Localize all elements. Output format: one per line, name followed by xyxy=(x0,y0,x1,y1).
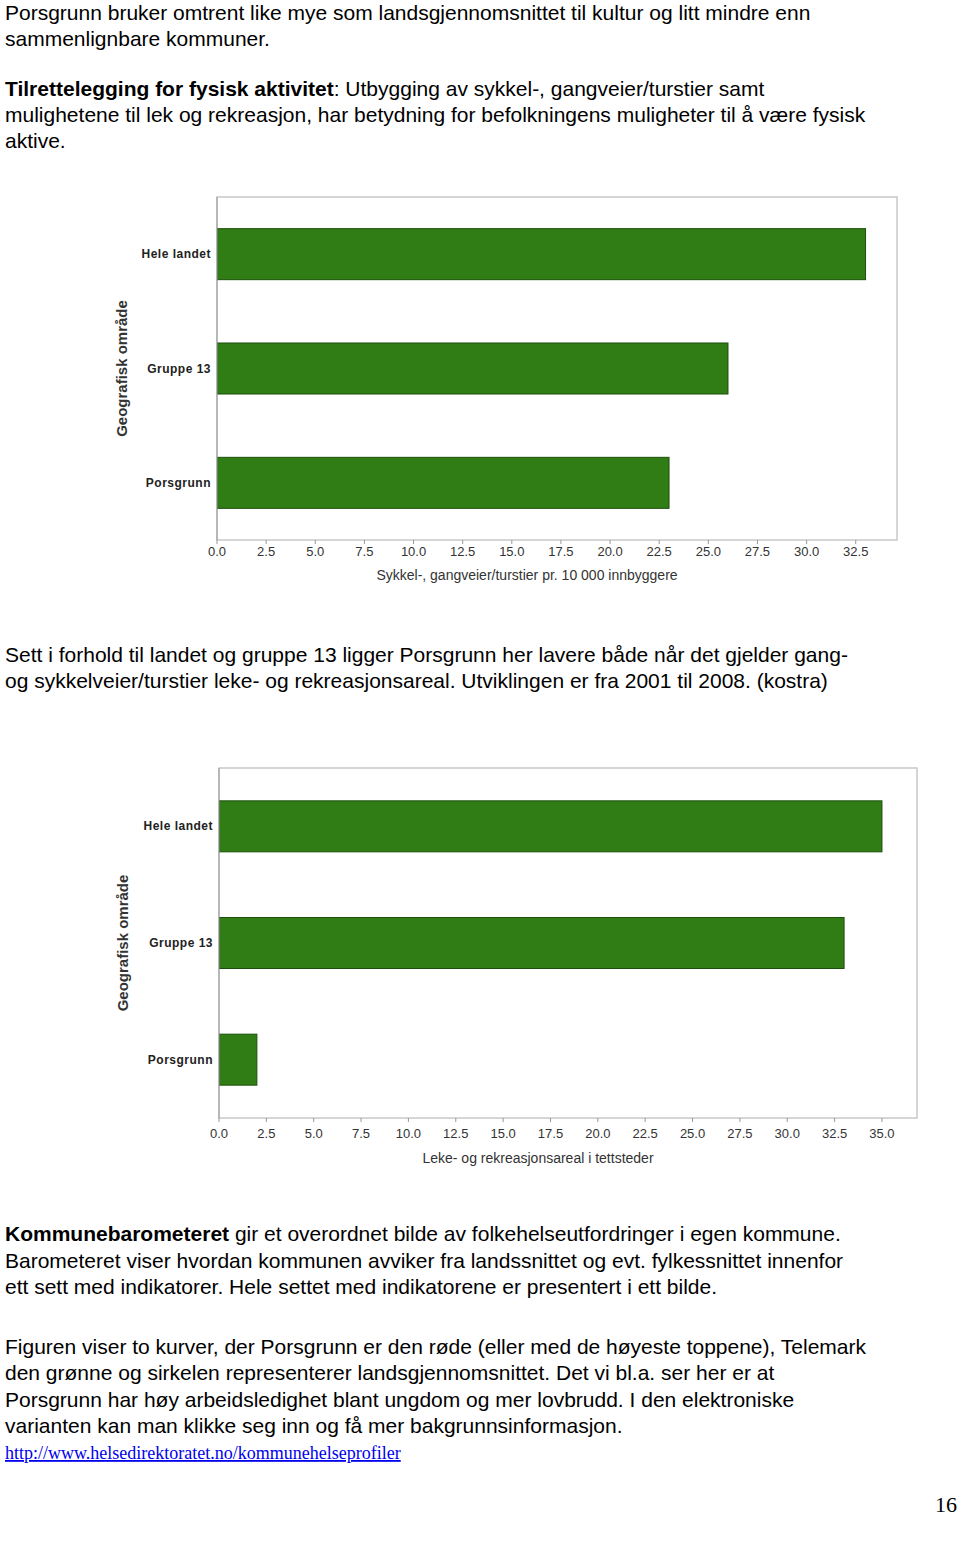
link[interactable]: http://www.helsedirektoratet.no/kommuneh… xyxy=(5,1443,401,1463)
plot-frame xyxy=(219,768,917,1118)
tick-label: 22.5 xyxy=(647,544,672,559)
tick-label: 10.0 xyxy=(396,1126,421,1141)
tick-label: 7.5 xyxy=(352,1126,370,1141)
tick-mark xyxy=(408,1118,409,1122)
tick-mark xyxy=(219,1118,220,1122)
category-label: Hele landet xyxy=(143,819,213,833)
paragraph-line: ett sett med indikatorer. Hele settet me… xyxy=(5,1275,717,1298)
bars xyxy=(217,229,866,509)
tick-label: 17.5 xyxy=(538,1126,563,1141)
page: Porsgrunn bruker omtrent like mye som la… xyxy=(0,0,960,1542)
tick-label: 27.5 xyxy=(727,1126,752,1141)
category-label: Hele landet xyxy=(141,247,211,261)
line-rest: gir et overordnet bilde av folkehelseutf… xyxy=(229,1222,841,1245)
category-label: Gruppe 13 xyxy=(147,362,211,376)
bold-lead: Kommunebarometeret xyxy=(5,1222,229,1245)
tick-label: 30.0 xyxy=(794,544,819,559)
tick-mark xyxy=(787,1118,788,1122)
tick-label: 12.5 xyxy=(443,1126,468,1141)
tick-mark xyxy=(739,1118,740,1122)
tick-mark xyxy=(503,1118,504,1122)
tick-label: 30.0 xyxy=(775,1126,800,1141)
plot-frame xyxy=(217,197,897,540)
tick-label: 15.0 xyxy=(499,544,524,559)
tick-mark xyxy=(361,1118,362,1122)
tick-label: 12.5 xyxy=(450,544,475,559)
tick-label: 27.5 xyxy=(745,544,770,559)
tick-mark xyxy=(881,1118,882,1122)
paragraph-line: varianten kan man klikke seg inn og få m… xyxy=(5,1414,623,1437)
paragraph-line: Tilrettelegging for fysisk aktivitet: Ut… xyxy=(5,77,765,100)
tick-mark xyxy=(645,1118,646,1122)
bar xyxy=(219,918,844,969)
tick-mark xyxy=(455,1118,456,1122)
tick-label: 5.0 xyxy=(306,544,324,559)
x-axis-title: Sykkel-, gangveier/turstier pr. 10 000 i… xyxy=(376,567,677,583)
axis-line xyxy=(217,197,218,540)
chart: 0.0 2.5 5.0 7.5 10.0 12.5 15.0 17.5 20.0 22.5 25.0… xyxy=(113,197,897,583)
axis-line xyxy=(219,768,220,1118)
tick-label: 7.5 xyxy=(355,544,373,559)
tick-mark xyxy=(550,1118,551,1122)
paragraph-line: og sykkelveier/turstier leke- og rekreas… xyxy=(5,669,828,692)
paragraph-line: aktive. xyxy=(5,129,66,152)
bar xyxy=(219,801,882,852)
tick-label: 25.0 xyxy=(680,1126,705,1141)
paragraph-line: Porsgrunn bruker omtrent like mye som la… xyxy=(5,1,810,24)
tick-label: 32.5 xyxy=(822,1126,847,1141)
bars xyxy=(219,801,882,1085)
tick-label: 22.5 xyxy=(633,1126,658,1141)
tick-label: 17.5 xyxy=(548,544,573,559)
tick-label: 0.0 xyxy=(210,1126,228,1141)
tick-label: 2.5 xyxy=(257,1126,275,1141)
tick-label: 25.0 xyxy=(696,544,721,559)
bar xyxy=(217,343,728,394)
paragraph-line: sammenlignbare kommuner. xyxy=(5,27,270,50)
tick-mark xyxy=(266,1118,267,1122)
page-number: 16 xyxy=(935,1492,957,1517)
category-label: Gruppe 13 xyxy=(149,936,213,950)
bar xyxy=(217,229,866,280)
bold-lead: Tilrettelegging for fysisk aktivitet xyxy=(5,77,334,100)
tick-label: 15.0 xyxy=(490,1126,515,1141)
tick-label: 5.0 xyxy=(305,1126,323,1141)
paragraph-line: den grønne og sirkelen representerer lan… xyxy=(5,1361,774,1384)
tick-mark xyxy=(597,1118,598,1122)
tick-label: 32.5 xyxy=(843,544,868,559)
paragraph-line: Sett i forhold til landet og gruppe 13 l… xyxy=(5,643,848,666)
tick-mark xyxy=(692,1118,693,1122)
paragraph-line: Barometeret viser hvordan kommunen avvik… xyxy=(5,1249,843,1272)
chart: 0.0 2.5 5.0 7.5 10.0 12.5 15.0 17.5 20.0 22.5 25.0… xyxy=(114,768,917,1166)
tick-label: 10.0 xyxy=(401,544,426,559)
y-axis-title: Geografisk område xyxy=(113,300,130,437)
tick-label: 20.0 xyxy=(585,1126,610,1141)
tick-label: 35.0 xyxy=(869,1126,894,1141)
paragraph-line: Figuren viser to kurver, der Porsgrunn e… xyxy=(5,1335,867,1358)
line-rest: : Utbygging av sykkel-, gangveier/tursti… xyxy=(334,77,765,100)
paragraph-line: Kommunebarometeret gir et overordnet bil… xyxy=(5,1222,841,1245)
tick-label: 2.5 xyxy=(257,544,275,559)
tick-label: 0.0 xyxy=(208,544,226,559)
paragraph-line: mulighetene til lek og rekreasjon, har b… xyxy=(5,103,866,126)
tick-mark xyxy=(834,1118,835,1122)
bar xyxy=(219,1034,257,1085)
x-axis-title: Leke- og rekreasjonsareal i tettsteder xyxy=(422,1150,653,1166)
tick-mark xyxy=(313,1118,314,1122)
category-label: Porsgrunn xyxy=(148,1053,213,1067)
paragraph-line: Porsgrunn har høy arbeidsledighet blant … xyxy=(5,1388,794,1411)
tick-label: 20.0 xyxy=(597,544,622,559)
y-axis-title: Geografisk område xyxy=(114,875,131,1012)
category-label: Porsgrunn xyxy=(146,476,211,490)
bar xyxy=(217,457,669,508)
